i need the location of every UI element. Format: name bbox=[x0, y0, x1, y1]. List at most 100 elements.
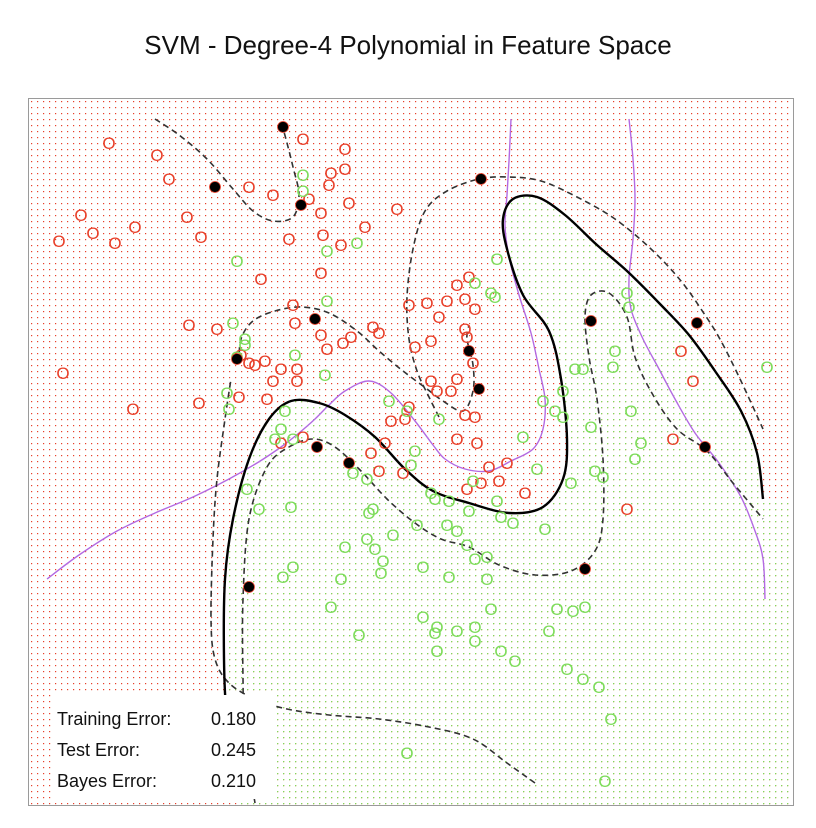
point-green: O bbox=[404, 456, 417, 475]
point-red: O bbox=[458, 406, 471, 425]
point-red: O bbox=[364, 444, 377, 463]
point-green: O bbox=[490, 250, 503, 269]
bayes-boundary-line bbox=[46, 118, 546, 580]
point-green: O bbox=[318, 366, 331, 385]
point-red: O bbox=[372, 324, 385, 343]
point-green: O bbox=[286, 430, 299, 449]
point-green: O bbox=[584, 418, 597, 437]
point-red: O bbox=[674, 342, 687, 361]
point-green: O bbox=[432, 410, 445, 429]
point-green: O bbox=[468, 632, 481, 651]
point-red: O bbox=[430, 382, 443, 401]
point-green: O bbox=[622, 298, 635, 317]
point-green: O bbox=[494, 508, 507, 527]
point-green: O bbox=[450, 622, 463, 641]
support-vector bbox=[243, 581, 255, 593]
point-green: O bbox=[592, 678, 605, 697]
point-red: O bbox=[296, 130, 309, 149]
point-red: O bbox=[458, 320, 471, 339]
point-green: O bbox=[226, 314, 239, 333]
point-red: O bbox=[468, 300, 481, 319]
point-red: O bbox=[274, 434, 287, 453]
point-green: O bbox=[556, 408, 569, 427]
point-green: O bbox=[428, 624, 441, 643]
margin-line bbox=[154, 118, 300, 223]
point-red: O bbox=[344, 328, 357, 347]
point-green: O bbox=[488, 288, 501, 307]
point-green: O bbox=[288, 346, 301, 365]
support-vector bbox=[475, 173, 487, 185]
point-red: O bbox=[492, 472, 505, 491]
point-red: O bbox=[334, 236, 347, 255]
point-red: O bbox=[74, 206, 87, 225]
point-green: O bbox=[480, 570, 493, 589]
point-red: O bbox=[450, 276, 463, 295]
point-red: O bbox=[468, 408, 481, 427]
support-vector bbox=[463, 345, 475, 357]
point-red: O bbox=[286, 296, 299, 315]
support-vector bbox=[295, 199, 307, 211]
point-green: O bbox=[360, 470, 373, 489]
point-green: O bbox=[548, 402, 561, 421]
point-red: O bbox=[420, 294, 433, 313]
point-green: O bbox=[494, 642, 507, 661]
point-green: O bbox=[468, 550, 481, 569]
point-green: O bbox=[560, 660, 573, 679]
point-red: O bbox=[314, 326, 327, 345]
point-red: O bbox=[126, 400, 139, 419]
point-red: O bbox=[314, 204, 327, 223]
point-green: O bbox=[278, 402, 291, 421]
point-red: O bbox=[322, 176, 335, 195]
point-green: O bbox=[628, 450, 641, 469]
point-red: O bbox=[192, 394, 205, 413]
point-green: O bbox=[334, 570, 347, 589]
point-green: O bbox=[576, 360, 589, 379]
support-vector bbox=[585, 315, 597, 327]
support-vector bbox=[209, 181, 221, 193]
point-red: O bbox=[444, 382, 457, 401]
point-green: O bbox=[564, 474, 577, 493]
point-red: O bbox=[470, 434, 483, 453]
support-vector bbox=[311, 441, 323, 453]
point-red: O bbox=[620, 500, 633, 519]
point-green: O bbox=[466, 472, 479, 491]
point-green: O bbox=[442, 492, 455, 511]
point-red: O bbox=[366, 318, 379, 337]
point-green: O bbox=[386, 526, 399, 545]
support-vector bbox=[473, 383, 485, 395]
point-green: O bbox=[588, 462, 601, 481]
point-green: O bbox=[490, 492, 503, 511]
point-green: O bbox=[462, 502, 475, 521]
point-green: O bbox=[428, 490, 441, 509]
annotation-backdrop bbox=[51, 695, 273, 799]
annotation-label: Training Error: bbox=[57, 709, 171, 729]
point-red: O bbox=[210, 320, 223, 339]
point-red: O bbox=[378, 434, 391, 453]
point-red: O bbox=[242, 354, 255, 373]
point-green: O bbox=[506, 514, 519, 533]
point-green: O bbox=[220, 384, 233, 403]
point-green: O bbox=[360, 530, 373, 549]
point-green: O bbox=[252, 500, 265, 519]
point-red: O bbox=[242, 178, 255, 197]
point-red: O bbox=[314, 264, 327, 283]
point-red: O bbox=[182, 316, 195, 335]
point-red: O bbox=[254, 270, 267, 289]
point-green: O bbox=[542, 622, 555, 641]
point-red: O bbox=[108, 234, 121, 253]
support-vector bbox=[309, 313, 321, 325]
point-green: O bbox=[274, 420, 287, 439]
support-vector bbox=[579, 563, 591, 575]
point-green: O bbox=[468, 274, 481, 293]
annotation-label: Test Error: bbox=[57, 740, 140, 760]
point-green: O bbox=[480, 548, 493, 567]
point-green: O bbox=[366, 500, 379, 519]
point-green: O bbox=[576, 670, 589, 689]
support-vector bbox=[343, 457, 355, 469]
point-green: O bbox=[374, 564, 387, 583]
point-green: O bbox=[276, 568, 289, 587]
point-green: O bbox=[484, 284, 497, 303]
support-vector bbox=[691, 317, 703, 329]
point-green: O bbox=[230, 252, 243, 271]
point-red: O bbox=[338, 160, 351, 179]
